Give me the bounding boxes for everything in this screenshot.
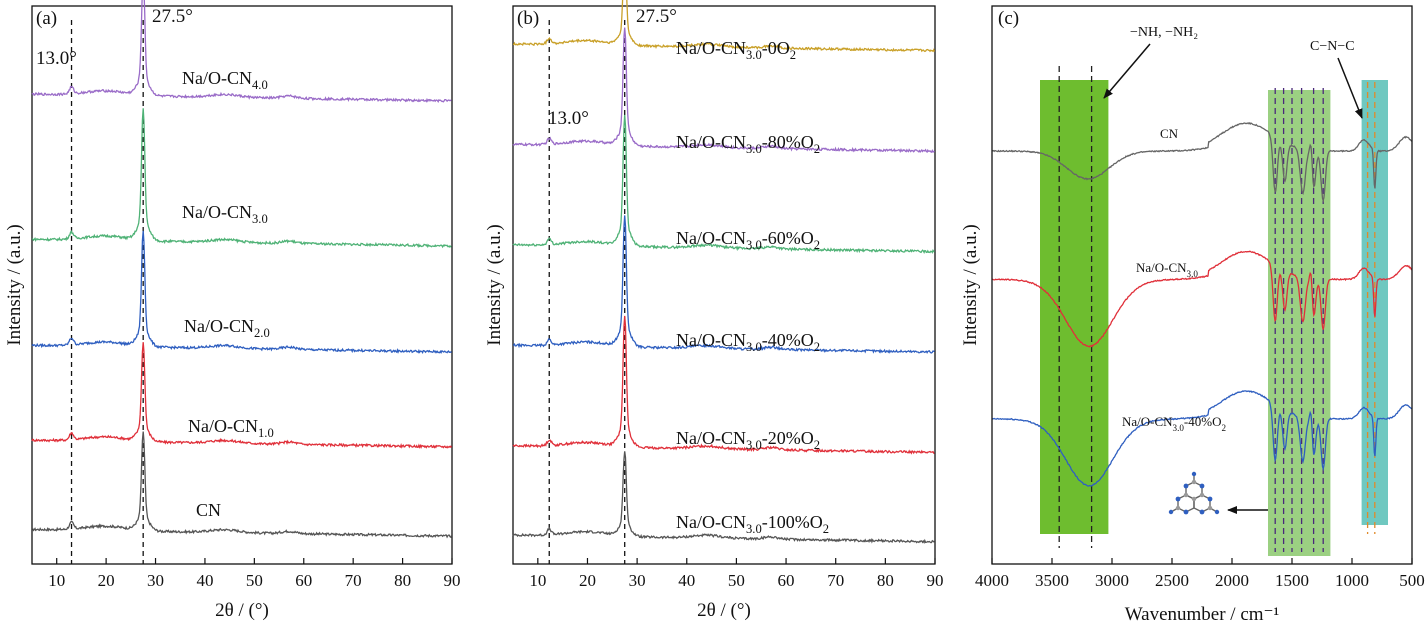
series-label: Na/O-CN3.0-0O2 [676,38,796,62]
series-label: Na/O-CN3.0-100%O2 [676,512,829,536]
series-line [512,215,935,354]
triazine-molecule-icon [1168,471,1220,515]
x-tick-label: 60 [295,571,312,590]
series-line [31,230,452,355]
series-line [31,0,452,104]
x-tick-label: 40 [196,571,213,590]
x-tick-label: 10 [529,571,546,590]
panel-c-frame [991,5,1413,565]
nh-band-label: −NH, −NH₂ [1130,25,1198,40]
panel-c-x-axis-label: Wavenumber / cm⁻¹ [1125,604,1280,625]
series-line [991,121,1413,203]
x-tick-label: 90 [927,571,944,590]
series-line [991,250,1413,348]
reference-line-label: 13.0° [36,48,77,69]
x-tick-label: 70 [827,571,844,590]
x-tick-label: 60 [778,571,795,590]
series-label: Na/O-CN3.0-80%O2 [676,132,820,156]
series-label: Na/O-CN4.0 [182,68,268,92]
cnc-arrow [1337,57,1363,119]
reference-line-label: 13.0° [548,108,589,129]
series-label: Na/O-CN3.0-60%O2 [676,228,820,252]
cnc-band-label: C−N−C [1310,39,1355,54]
wavenumber-band [1040,80,1109,534]
series-line [513,0,936,53]
x-tick-label: 30 [147,571,164,590]
x-tick-label: 40 [678,571,695,590]
panel-c-bands [1040,80,1388,556]
reference-line-label: 27.5° [636,6,677,27]
panel-b-series: Na/O-CN3.0-100%O2 Na/O-CN3.0-20%O2 Na/O-CN… [512,0,936,545]
panel-a: (a) 13.0° 27.5° CN Na/O-CN1.0 Na/O-CN2.0 Na/… [4,0,461,621]
series-label: Na/O-CN3.0 [182,202,268,226]
reference-line-label: 27.5° [152,6,193,27]
panel-c-y-axis-label: Intensity / (a.u.) [960,224,981,345]
x-tick-label: 30 [629,571,646,590]
panel-c-label: (c) [998,8,1019,29]
x-tick-label: 10 [48,571,65,590]
panel-b-frame [512,5,936,565]
panel-c: CN Na/O-CN3.0 Na/O-CN3.0-40%O2 (c) 4000 350… [960,5,1425,625]
x-tick-label: 500 [1399,571,1425,590]
series-label: Na/O-CN3.0-40%O2 [1122,414,1226,433]
x-tick-label: 50 [246,571,263,590]
x-tick-label: 3500 [1035,571,1069,590]
series-line [512,27,936,154]
series-line [32,431,453,539]
series-label: Na/O-CN3.0-40%O2 [676,330,820,354]
x-tick-label: 90 [444,571,461,590]
x-tick-label: 50 [728,571,745,590]
panel-a-frame [31,5,453,565]
x-tick-label: 2500 [1155,571,1189,590]
series-label: Na/O-CN1.0 [188,416,274,440]
x-tick-label: 80 [394,571,411,590]
series-line [512,114,936,254]
panel-b-y-axis-label: Intensity / (a.u.) [484,224,505,345]
x-tick-label: 1500 [1275,571,1309,590]
panel-b-x-ticks: 10 20 30 40 50 60 70 80 90 [529,558,944,590]
panel-a-x-ticks: 10 20 30 40 50 60 70 80 90 [48,558,461,590]
x-tick-label: 80 [877,571,894,590]
series-label: CN [196,500,221,520]
x-tick-label: 4000 [975,571,1009,590]
panel-b-label: (b) [517,8,539,29]
panel-b-x-axis-label: 2θ / (°) [697,600,751,621]
panel-b-reference-lines: 13.0° 27.5° [548,6,677,564]
panel-a-series: CN Na/O-CN1.0 Na/O-CN2.0 Na/O-CN3.0 Na/O-CN4… [31,0,453,539]
panel-a-x-axis-label: 2θ / (°) [215,600,269,621]
series-label: CN [1160,126,1179,141]
series-line [512,315,935,455]
panel-a-reference-lines: 13.0° 27.5° [36,6,193,564]
panel-b: (b) 13.0°27.5° Na/O-CN3.0-100%O2Na/O-CN3… [484,0,944,621]
x-tick-label: 20 [579,571,596,590]
series-label: Na/O-CN3.0 [1136,260,1198,279]
nh-arrow [1103,43,1151,99]
series-line [31,342,453,449]
x-tick-label: 3000 [1095,571,1129,590]
panel-c-series: CN Na/O-CN3.0 Na/O-CN3.0-40%O2 [991,121,1413,487]
series-line [512,451,935,545]
series-label: Na/O-CN2.0 [184,316,270,340]
panel-a-y-axis-label: Intensity / (a.u.) [4,224,25,345]
panel-a-label: (a) [36,8,57,29]
panel-c-x-ticks: 4000 3500 3000 2500 2000 1500 1000 500 [975,558,1425,590]
series-label: Na/O-CN3.0-20%O2 [676,428,820,452]
x-tick-label: 1000 [1335,571,1369,590]
x-tick-label: 70 [345,571,362,590]
x-tick-label: 20 [98,571,115,590]
series-line [31,108,452,249]
x-tick-label: 2000 [1215,571,1249,590]
series-line [991,390,1413,487]
